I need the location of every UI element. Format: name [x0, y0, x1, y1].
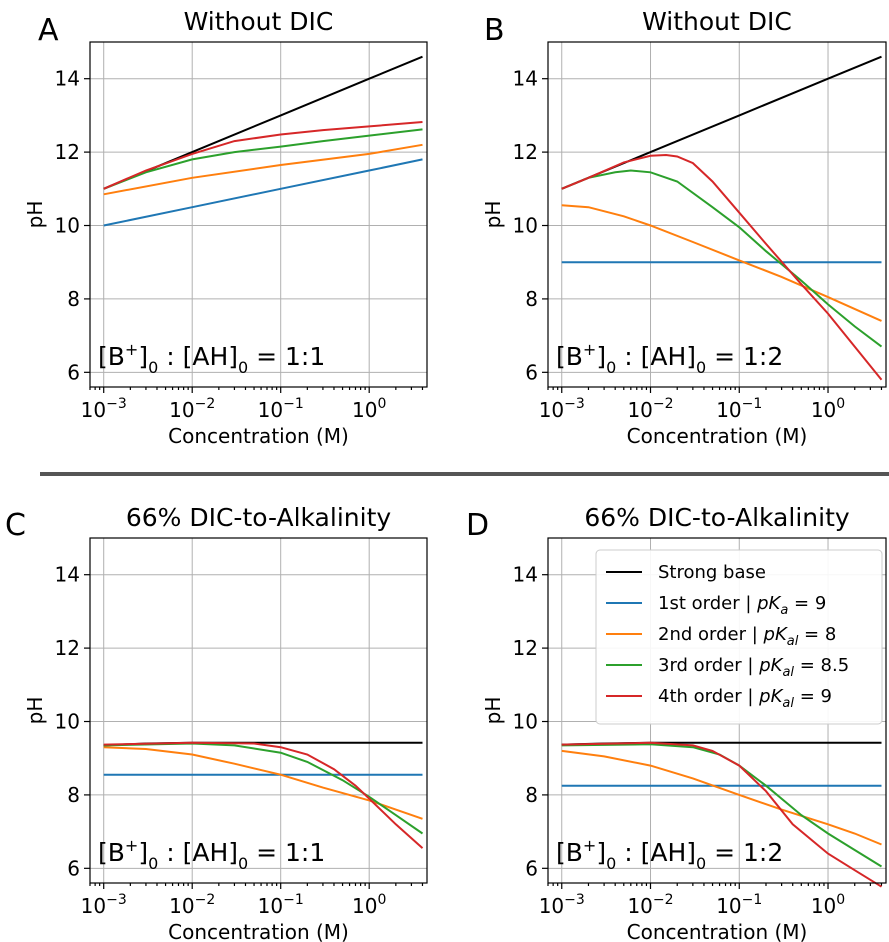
- x-tick-label: 10−1: [716, 892, 762, 918]
- chart-title: Without DIC: [642, 7, 792, 36]
- series-line-2: [103, 746, 423, 820]
- y-tick-label: 10: [55, 214, 80, 238]
- series-line-2: [561, 749, 882, 846]
- y-tick-label: 8: [67, 783, 80, 807]
- x-axis-label: Concentration (M): [168, 424, 349, 448]
- y-axis-label: pH: [481, 201, 505, 229]
- y-axis-label: pH: [23, 201, 47, 229]
- legend-entry: 1st order | pKa = 9: [658, 593, 826, 618]
- y-tick-label: 12: [513, 636, 538, 660]
- plot-frame: [89, 41, 428, 388]
- chart-panel-d: D 66% DIC-to-Alkalinity 10−3 10−2 10−1 100 6 8 1…: [466, 503, 887, 942]
- x-tick-label: 10−1: [716, 396, 762, 422]
- y-axis-label: pH: [481, 697, 505, 725]
- x-tick-label: 100: [811, 892, 845, 918]
- panel-letter: C: [5, 508, 26, 543]
- legend-entry: 4th order | pKal = 9: [658, 686, 832, 711]
- y-axis-label: pH: [23, 697, 47, 725]
- legend-entry: Strong base: [658, 562, 766, 583]
- x-tick-label: 10−3: [81, 396, 127, 422]
- series-line-4: [561, 153, 883, 381]
- y-tick-label: 14: [513, 67, 538, 91]
- x-tick-label: 10−2: [169, 396, 215, 422]
- y-tick-label: 14: [513, 563, 538, 587]
- y-tick-label: 8: [67, 287, 80, 311]
- x-axis-label: Concentration (M): [627, 424, 808, 448]
- y-tick-label: 10: [55, 710, 80, 734]
- x-tick-label: 100: [352, 892, 386, 918]
- series-line-2: [103, 143, 423, 196]
- series-line-3: [561, 169, 883, 348]
- y-tick-label: 12: [513, 140, 538, 164]
- panel-letter: B: [484, 13, 505, 48]
- series-line-4: [103, 121, 423, 190]
- x-tick-label: 10−1: [258, 396, 304, 422]
- legend-entry: 2nd order | pKal = 8: [658, 624, 836, 649]
- chart-panel-b: B Without DIC 10−3 10−2 10−1 100 6 8 10 12 14 Conce…: [481, 7, 887, 448]
- x-tick-label: 10−1: [258, 892, 304, 918]
- y-tick-label: 12: [55, 140, 80, 164]
- plot-frame: [547, 41, 887, 388]
- y-tick-label: 6: [525, 360, 538, 384]
- series-line-4: [103, 741, 424, 849]
- x-axis-label: Concentration (M): [627, 920, 808, 942]
- y-tick-label: 10: [513, 214, 538, 238]
- x-axis-label: Concentration (M): [168, 920, 349, 942]
- legend-entry: 3rd order | pKal = 8.5: [658, 655, 849, 680]
- y-tick-label: 10: [513, 710, 538, 734]
- x-tick-label: 10−3: [81, 892, 127, 918]
- plot-frame: [89, 537, 428, 884]
- series-line-3: [103, 742, 424, 835]
- ratio-annotation: [B+]0 : [AH]0 = 1:1: [98, 340, 325, 377]
- y-tick-label: 8: [525, 287, 538, 311]
- panels: A Without DIC 10−3 10−2 10−1 100 6 8 10 12 14 Conce…: [5, 7, 887, 942]
- panel-letter: A: [38, 13, 59, 48]
- chart-panel-a: A Without DIC 10−3 10−2 10−1 100 6 8 10 12 14 Conce…: [23, 7, 428, 448]
- panel-letter: D: [466, 508, 489, 543]
- y-tick-label: 6: [67, 856, 80, 880]
- x-tick-label: 10−3: [539, 396, 585, 422]
- y-tick-label: 14: [55, 563, 80, 587]
- x-tick-label: 100: [811, 396, 845, 422]
- ratio-annotation: [B+]0 : [AH]0 = 1:2: [556, 340, 783, 377]
- x-tick-label: 10−3: [539, 892, 585, 918]
- series-line-4: [561, 741, 883, 888]
- chart-title: 66% DIC-to-Alkalinity: [584, 503, 850, 532]
- ratio-annotation: [B+]0 : [AH]0 = 1:1: [98, 836, 325, 873]
- series-line-3: [103, 128, 423, 190]
- y-tick-label: 6: [525, 856, 538, 880]
- y-tick-label: 12: [55, 636, 80, 660]
- x-tick-label: 10−2: [627, 892, 673, 918]
- x-tick-label: 10−2: [627, 396, 673, 422]
- chart-title: 66% DIC-to-Alkalinity: [126, 503, 392, 532]
- ratio-annotation: [B+]0 : [AH]0 = 1:2: [556, 836, 783, 873]
- y-tick-label: 8: [525, 783, 538, 807]
- legend-box: [595, 549, 883, 725]
- legend: Strong base 1st order | pKa = 9 2nd order …: [595, 549, 883, 725]
- x-tick-label: 10−2: [169, 892, 215, 918]
- series-line-1: [103, 158, 423, 227]
- y-tick-label: 6: [67, 360, 80, 384]
- plot-frame: [547, 537, 887, 884]
- y-tick-label: 14: [55, 67, 80, 91]
- chart-panel-c: C 66% DIC-to-Alkalinity 10−3 10−2 10−1 100 6 8 1…: [5, 503, 428, 942]
- chart-title: Without DIC: [184, 7, 334, 36]
- series-line-3: [561, 743, 883, 868]
- x-tick-label: 100: [352, 396, 386, 422]
